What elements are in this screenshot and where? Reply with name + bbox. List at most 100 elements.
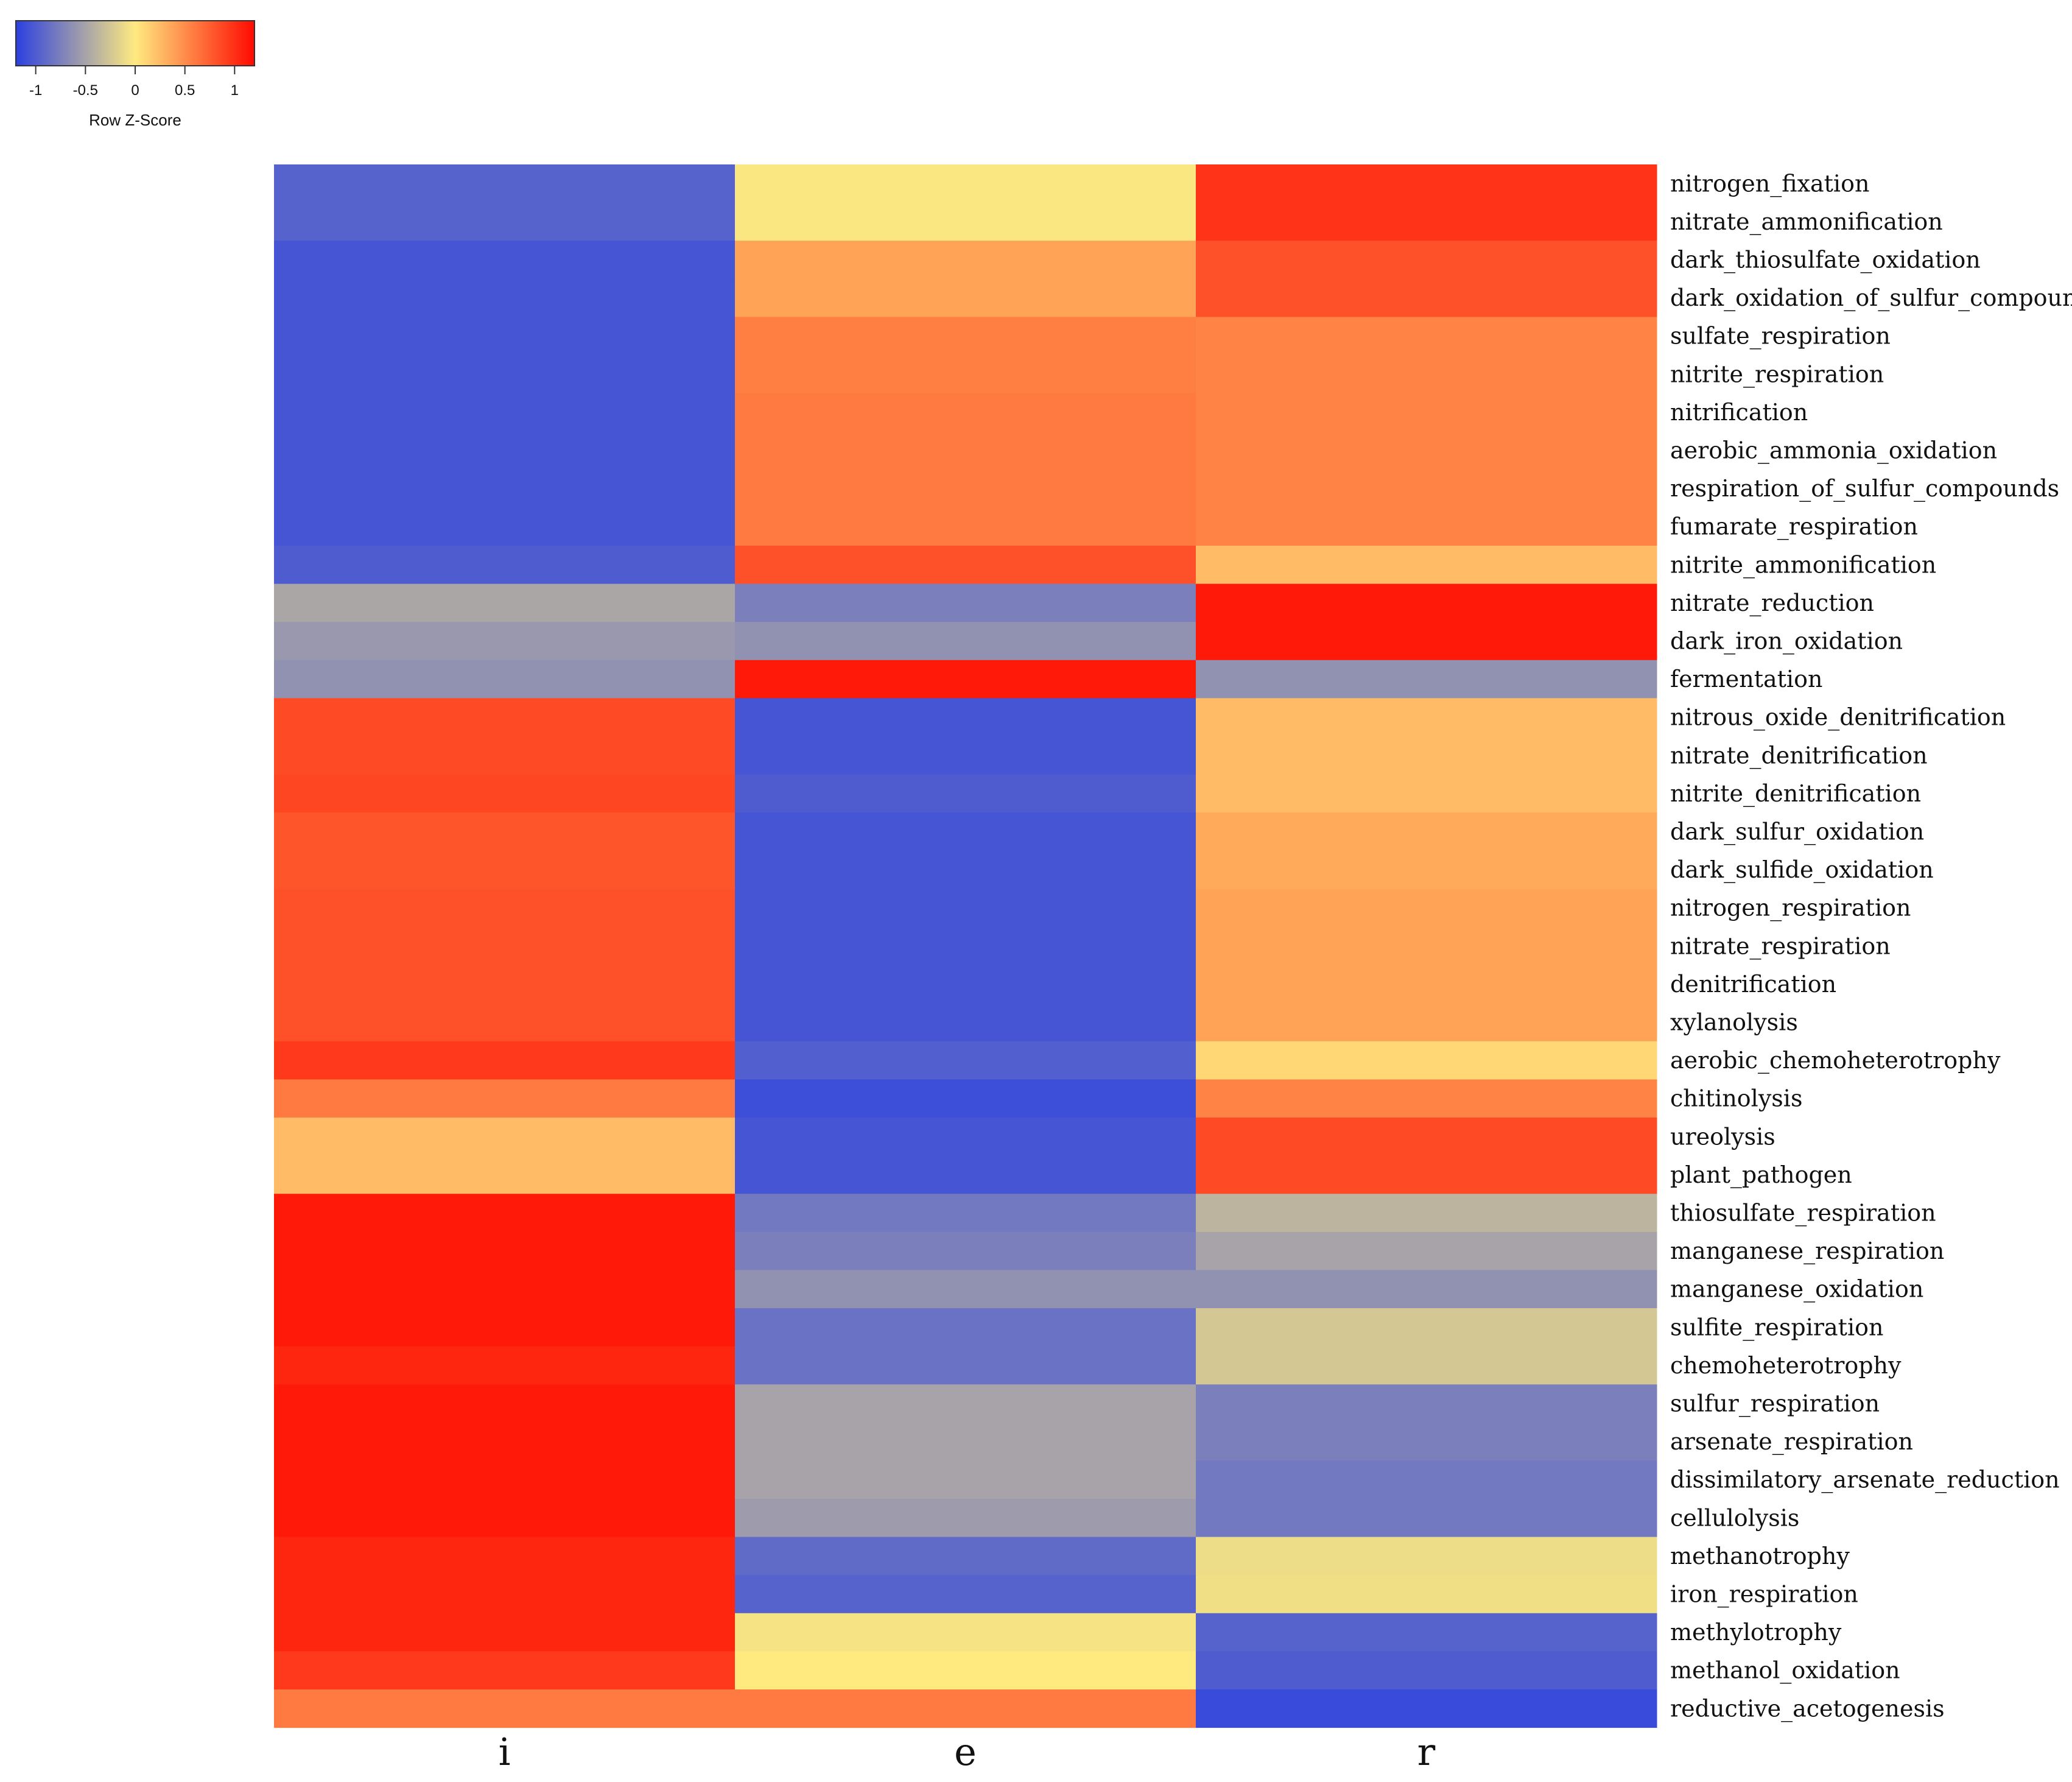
row-label: denitrification — [1670, 971, 1836, 998]
row-label: dark_oxidation_of_sulfur_compounds — [1670, 284, 2072, 312]
row-label: nitrate_denitrification — [1670, 742, 1928, 769]
heatmap-cell — [274, 1194, 736, 1233]
row-label: methanol_oxidation — [1670, 1657, 1900, 1685]
heatmap-cell — [735, 660, 1196, 699]
row-label: dark_thiosulfate_oxidation — [1670, 247, 1981, 274]
heatmap-cell — [1196, 1499, 1657, 1538]
heatmap-cell — [1196, 278, 1657, 317]
heatmap-cell — [274, 278, 736, 317]
heatmap-cell — [274, 241, 736, 280]
heatmap-cell — [1196, 355, 1657, 394]
row-label: iron_respiration — [1670, 1581, 1858, 1608]
heatmap-cell — [735, 1499, 1196, 1538]
heatmap-cell — [1196, 164, 1657, 203]
heatmap-cell — [274, 698, 736, 737]
row-label: xylanolysis — [1670, 1009, 1798, 1036]
heatmap-cell — [274, 1041, 736, 1080]
heatmap-cell — [1196, 317, 1657, 356]
heatmap-cell — [1196, 469, 1657, 508]
heatmap-cell — [735, 355, 1196, 394]
heatmap-cell — [274, 1079, 736, 1118]
heatmap-cell — [274, 812, 736, 851]
heatmap-cell — [735, 507, 1196, 546]
heatmap-cell — [735, 1575, 1196, 1614]
heatmap-cell — [735, 241, 1196, 280]
heatmap-cell — [1196, 546, 1657, 585]
heatmap-cell — [274, 431, 736, 470]
heatmap-cell — [1196, 1689, 1657, 1728]
heatmap-cell — [274, 355, 736, 394]
heatmap-cell — [735, 164, 1196, 203]
heatmap-cell — [274, 889, 736, 928]
row-label: nitrite_respiration — [1670, 361, 1884, 388]
heatmap-cell — [274, 1346, 736, 1385]
heatmap-cell — [1196, 431, 1657, 470]
heatmap-cell — [1196, 1003, 1657, 1042]
heatmap-cell — [735, 812, 1196, 851]
row-label: dark_sulfide_oxidation — [1670, 856, 1934, 884]
heatmap-cell — [1196, 241, 1657, 280]
heatmap-cell — [735, 469, 1196, 508]
color-key-ticks: -1 -0.5 0 0.5 1 — [29, 66, 239, 99]
heatmap-cell — [274, 660, 736, 699]
heatmap-cell — [1196, 850, 1657, 889]
row-label: chemoheterotrophy — [1670, 1352, 1902, 1379]
heatmap-cell — [274, 546, 736, 585]
heatmap-cell — [1196, 1575, 1657, 1614]
row-label: thiosulfate_respiration — [1670, 1200, 1936, 1227]
row-label: dissimilatory_arsenate_reduction — [1670, 1467, 2060, 1494]
color-key-tick-label: -0.5 — [73, 82, 98, 99]
heatmap-cell — [274, 1308, 736, 1347]
heatmap-cell — [274, 1231, 736, 1270]
heatmap-cell — [1196, 965, 1657, 1004]
column-label: i — [499, 1730, 511, 1774]
row-label: fermentation — [1670, 666, 1822, 692]
heatmap-cell — [1196, 583, 1657, 622]
heatmap-cell — [735, 583, 1196, 622]
row-label: manganese_oxidation — [1670, 1276, 1923, 1303]
heatmap-cell — [274, 1384, 736, 1423]
heatmap-cell — [274, 1118, 736, 1157]
heatmap-cell — [274, 736, 736, 775]
heatmap-cell — [274, 850, 736, 889]
heatmap-cell — [1196, 1422, 1657, 1461]
heatmap-cell — [735, 278, 1196, 317]
heatmap-cell — [274, 927, 736, 966]
heatmap-cell — [1196, 1270, 1657, 1309]
row-label: nitrite_denitrification — [1670, 780, 1921, 808]
heatmap-cell — [735, 1613, 1196, 1652]
heatmap-cell — [735, 1118, 1196, 1157]
heatmap-cell — [1196, 1308, 1657, 1347]
heatmap-cell — [274, 1003, 736, 1042]
heatmap-cell — [735, 1537, 1196, 1576]
heatmap-cell — [735, 1079, 1196, 1118]
heatmap-cell — [1196, 812, 1657, 851]
row-label: manganese_respiration — [1670, 1238, 1944, 1265]
row-label: sulfate_respiration — [1670, 323, 1891, 350]
color-key: -1 -0.5 0 0.5 1 Row Z-Score — [15, 20, 255, 129]
row-label: nitrate_reduction — [1670, 590, 1874, 617]
heatmap-cell — [735, 1460, 1196, 1499]
row-label: plant_pathogen — [1670, 1161, 1852, 1189]
heatmap-cell — [1196, 1651, 1657, 1690]
heatmap-cell — [274, 1155, 736, 1194]
heatmap-cell — [735, 622, 1196, 661]
row-labels: nitrogen_fixation nitrate_ammonificationd… — [1670, 170, 2072, 1722]
heatmap-cell — [274, 622, 736, 661]
heatmap-cell — [274, 507, 736, 546]
column-label: e — [954, 1730, 977, 1774]
heatmap-cell — [1196, 393, 1657, 432]
heatmap-cell — [735, 431, 1196, 470]
heatmap-cell — [274, 1499, 736, 1538]
color-key-title: Row Z-Score — [89, 111, 181, 129]
heatmap-cell — [274, 1575, 736, 1614]
heatmap-cell — [274, 774, 736, 813]
color-key-tick-label: 0.5 — [175, 82, 195, 99]
heatmap-cell — [735, 965, 1196, 1004]
color-key-bar — [15, 20, 255, 66]
heatmap-cell — [735, 889, 1196, 928]
heatmap-cell — [274, 1537, 736, 1576]
row-label: nitrous_oxide_denitrification — [1670, 704, 2006, 731]
